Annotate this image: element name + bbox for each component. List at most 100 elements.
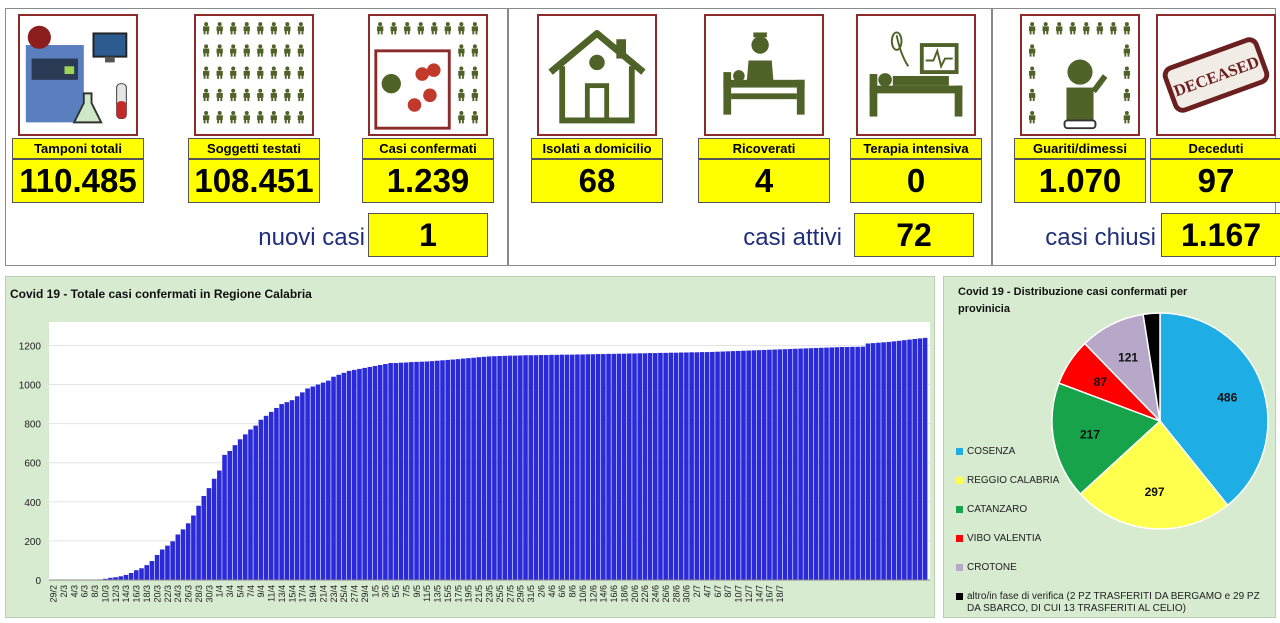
x-tick-label: 11/4 <box>267 585 277 602</box>
bar <box>445 359 450 580</box>
bar <box>922 337 928 580</box>
legend-item: VIBO VALENTIA <box>956 533 1041 544</box>
bar <box>730 351 736 580</box>
isolati-value: 68 <box>531 159 663 203</box>
bar <box>668 352 674 580</box>
bar <box>658 352 663 580</box>
x-tick-label: 4/3 <box>69 585 79 598</box>
guariti-label: Guariti/dimessi <box>1014 138 1146 159</box>
bar <box>274 408 279 580</box>
pie-data-label: 121 <box>1118 350 1138 364</box>
x-tick-label: 15/4 <box>287 585 297 603</box>
x-tick-label: 17/5 <box>453 585 463 603</box>
bar <box>310 386 316 580</box>
x-tick-label: 6/6 <box>557 585 567 598</box>
x-tick-label: 29/4 <box>360 585 370 603</box>
x-tick-label: 21/4 <box>318 585 328 603</box>
bar <box>673 352 679 580</box>
pie-slice <box>1142 312 1161 422</box>
bar <box>896 340 902 580</box>
bar <box>886 341 892 580</box>
isolati-label: Isolati a domicilio <box>531 138 663 159</box>
bar <box>279 404 284 580</box>
bar <box>320 382 326 580</box>
bar <box>819 347 824 580</box>
bar <box>217 470 222 580</box>
pie-data-label: 486 <box>1217 390 1237 404</box>
bar <box>834 347 840 580</box>
nuovi-casi-label: nuovi casi <box>258 224 365 251</box>
bar <box>595 354 601 580</box>
bar <box>450 359 456 580</box>
bar <box>159 549 165 580</box>
x-tick-label: 29/5 <box>516 585 526 603</box>
bar <box>860 346 866 580</box>
bar <box>606 353 611 580</box>
bar <box>206 488 212 580</box>
x-tick-label: 29/2 <box>49 585 59 603</box>
bar <box>393 363 399 580</box>
x-tick-label: 9/4 <box>256 585 266 598</box>
casi-attivi-label: casi attivi <box>743 224 842 251</box>
bar <box>388 363 393 580</box>
bar <box>248 429 253 580</box>
bar <box>315 384 321 580</box>
bar <box>227 451 233 580</box>
bar <box>855 346 860 580</box>
bar <box>486 356 492 580</box>
x-tick-label: 22/3 <box>163 585 173 603</box>
bar <box>466 358 471 580</box>
x-tick-label: 14/7 <box>754 585 764 603</box>
casi-attivi-value: 72 <box>854 213 974 257</box>
x-tick-label: 1/4 <box>215 585 225 598</box>
bar <box>502 355 508 580</box>
bar <box>907 339 912 580</box>
bar <box>435 360 440 580</box>
soggetti-label: Soggetti testati <box>188 138 320 159</box>
bar <box>191 515 196 580</box>
x-tick-label: 17/4 <box>298 585 308 603</box>
bar <box>844 347 850 580</box>
bar <box>211 478 217 580</box>
bar <box>512 355 518 580</box>
x-tick-label: 12/3 <box>111 585 121 603</box>
bar <box>326 380 331 580</box>
x-tick-label: 19/4 <box>308 585 318 603</box>
bar <box>185 523 191 580</box>
infected-person-icon <box>368 14 488 136</box>
x-tick-label: 9/5 <box>412 585 422 598</box>
bar <box>793 348 798 580</box>
x-tick-label: 31/5 <box>526 585 536 603</box>
pie-chart: 4862972178712131 <box>1051 306 1269 530</box>
bar <box>543 355 549 580</box>
recovered-person-icon <box>1020 14 1140 136</box>
confermati-label: Casi confermati <box>362 138 494 159</box>
terapia-label: Terapia intensiva <box>850 138 982 159</box>
bar <box>575 354 580 580</box>
pie-slice <box>1051 382 1162 496</box>
bar <box>694 352 700 580</box>
ricoverati-value: 4 <box>698 159 830 203</box>
bar <box>865 343 871 580</box>
bar <box>767 349 772 580</box>
bar <box>870 343 876 580</box>
pie-data-label: 297 <box>1145 485 1165 499</box>
bar <box>409 362 414 580</box>
legend-item: altro/in fase di verifica (2 PZ TRASFERI… <box>956 591 1260 615</box>
bar <box>912 339 918 580</box>
bar <box>476 357 482 580</box>
bar <box>196 505 201 580</box>
bar <box>621 353 627 580</box>
bar <box>336 374 342 580</box>
bar <box>663 352 668 580</box>
bar <box>761 349 767 580</box>
x-tick-label: 4/6 <box>547 585 557 598</box>
bar <box>777 349 783 580</box>
x-tick-label: 7/4 <box>246 585 256 598</box>
bar <box>839 347 845 580</box>
x-tick-label: 14/6 <box>599 585 609 603</box>
bar <box>419 361 425 580</box>
bar <box>782 349 788 580</box>
x-tick-label: 24/3 <box>173 585 183 603</box>
y-tick-label: 200 <box>24 537 41 548</box>
